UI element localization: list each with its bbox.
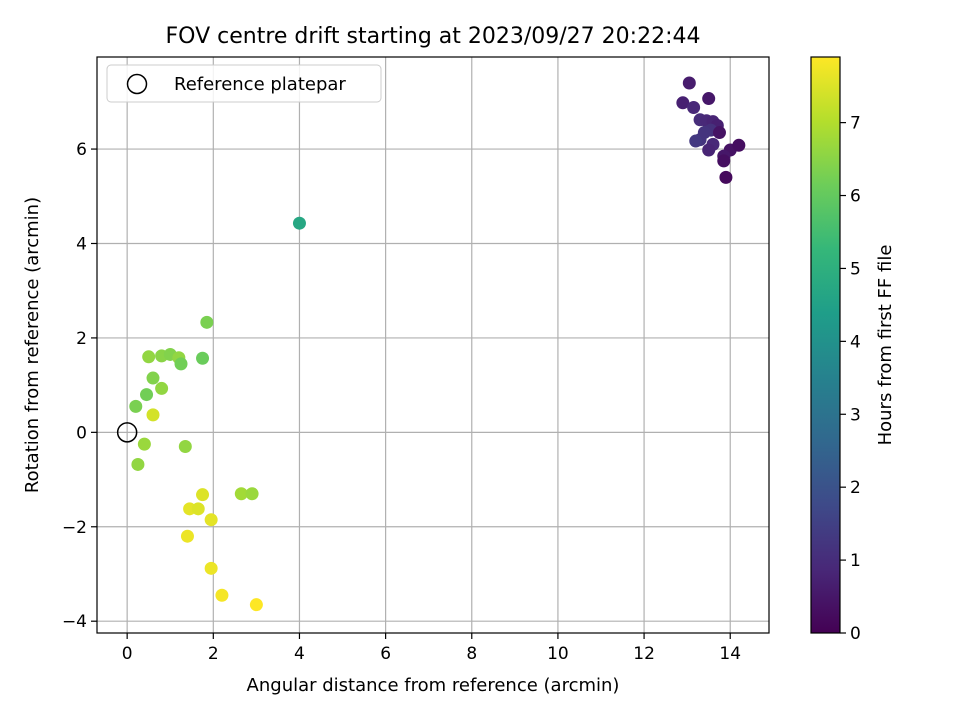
legend: Reference platepar: [106, 64, 382, 103]
data-point: [292, 216, 306, 230]
data-point: [180, 529, 194, 543]
y-axis-ticks: −4 −2 0 2 4 6: [62, 140, 97, 632]
y-tick-label: −2: [62, 518, 87, 538]
data-point: [732, 138, 746, 152]
data-point: [146, 371, 160, 385]
data-point: [249, 598, 263, 612]
colorbar-frame: [810, 56, 841, 634]
reference-platepar-marker: [116, 422, 138, 443]
y-tick-label: 2: [76, 329, 87, 349]
data-point: [155, 381, 169, 395]
data-point: [719, 170, 733, 184]
y-axis-label: Rotation from reference (arcmin): [22, 197, 43, 493]
plot-frame: [96, 56, 770, 634]
x-tick-label: 4: [294, 644, 305, 664]
data-point: [204, 561, 218, 575]
colorbar-tick-label: 7: [850, 114, 861, 134]
x-tick-label: 8: [466, 644, 477, 664]
y-tick-label: 4: [76, 234, 87, 254]
data-point: [676, 96, 690, 110]
colorbar-tick-label: 1: [850, 551, 861, 571]
colorbar-label: Hours from first FF file: [875, 245, 896, 446]
data-point: [129, 399, 143, 413]
x-tick-label: 14: [719, 644, 741, 664]
y-tick-label: 6: [76, 140, 87, 160]
data-point: [717, 154, 731, 168]
data-point: [146, 408, 160, 422]
y-tick-label: 0: [76, 423, 87, 443]
legend-box: [106, 64, 382, 103]
data-point: [682, 76, 696, 90]
colorbar-tick-label: 0: [850, 624, 861, 644]
colorbar-tick-label: 6: [850, 187, 861, 207]
data-point: [215, 588, 229, 602]
x-axis-ticks: 0 2 4 6 8 10 12 14: [122, 633, 741, 664]
colorbar-tick-label: 4: [850, 332, 861, 352]
colorbar-gradient: [811, 57, 840, 633]
data-point: [245, 487, 259, 501]
colorbar: 0 1 2 3 4 5 6 7: [810, 56, 861, 644]
colorbar-tick-label: 2: [850, 478, 861, 498]
data-point: [702, 143, 716, 157]
plot-area: 0 2 4 6 8 10 12 14 −4 −2 0 2 4 6: [62, 56, 770, 664]
data-point: [131, 457, 145, 471]
y-tick-label: −4: [62, 612, 87, 632]
legend-label-reference: Reference platepar: [174, 74, 346, 95]
data-point: [196, 488, 210, 502]
x-tick-label: 10: [547, 644, 569, 664]
data-point: [178, 440, 192, 454]
data-point: [137, 437, 151, 451]
data-point: [234, 487, 248, 501]
data-point: [174, 357, 188, 371]
legend-reference-marker: [126, 73, 148, 95]
data-point: [689, 134, 703, 148]
data-point: [142, 350, 156, 364]
data-points: [129, 76, 746, 612]
x-axis-label: Angular distance from reference (arcmin): [247, 675, 620, 696]
data-point: [204, 513, 218, 527]
data-point: [196, 351, 210, 365]
colorbar-tick-label: 3: [850, 405, 861, 425]
data-point: [702, 92, 716, 106]
x-tick-label: 0: [122, 644, 133, 664]
x-tick-label: 2: [208, 644, 219, 664]
colorbar-tick-label: 5: [850, 259, 861, 279]
chart-title: FOV centre drift starting at 2023/09/27 …: [166, 24, 701, 49]
data-point: [200, 315, 214, 329]
x-tick-label: 12: [633, 644, 655, 664]
colorbar-ticks: 0 1 2 3 4 5 6 7: [840, 114, 861, 644]
data-point: [140, 388, 154, 402]
data-point: [687, 101, 701, 115]
data-point: [712, 126, 726, 140]
data-point: [191, 502, 205, 516]
x-tick-label: 6: [380, 644, 391, 664]
